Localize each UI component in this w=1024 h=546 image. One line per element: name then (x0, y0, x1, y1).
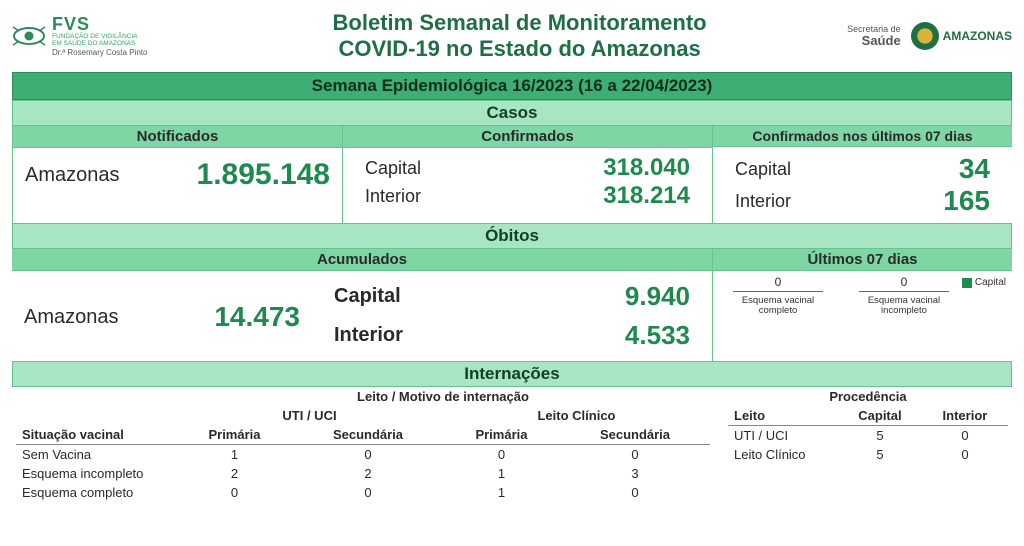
legend-capital: Capital (962, 277, 1006, 288)
c-secundaria-h: Secundária (560, 425, 710, 445)
table-row: Sem Vacina 1 0 0 0 (16, 445, 710, 465)
semana-bar: Semana Epidemiológica 16/2023 (16 a 22/0… (12, 72, 1012, 100)
u7-completo-value: 0 (733, 275, 823, 289)
c-primaria-h: Primária (443, 425, 560, 445)
ob-amazonas-label: Amazonas (24, 306, 119, 329)
fvs-logo: FVS FUNDAÇÃO DE VIGILÂNCIA EM SAÚDE DO A… (12, 15, 192, 57)
procedencia-header: Procedência (728, 387, 1008, 406)
row2-up: 0 (176, 483, 293, 502)
ob-interior-label: Interior (334, 324, 403, 347)
proc1-cap: 5 (838, 445, 922, 464)
fvs-doctor: Dr.ª Rosemary Costa Pinto (52, 49, 147, 57)
u-secundaria-h: Secundária (293, 425, 443, 445)
row0-us: 0 (293, 445, 443, 465)
confirmados-header: Confirmados (343, 126, 712, 148)
leito-clinico-header: Leito Clínico (443, 406, 710, 425)
row1-sit: Esquema incompleto (16, 464, 176, 483)
row1-cs: 3 (560, 464, 710, 483)
row1-cp: 1 (443, 464, 560, 483)
obitos-row: Acumulados Amazonas 14.473 Capital 9.940… (12, 249, 1012, 361)
row0-sit: Sem Vacina (16, 445, 176, 465)
legend-capital-label: Capital (975, 277, 1006, 288)
legend-swatch-icon (962, 278, 972, 288)
ob-amazonas-value: 14.473 (214, 301, 300, 333)
row1-up: 2 (176, 464, 293, 483)
table-row: Esquema completo 0 0 1 0 (16, 483, 710, 502)
table-row: Leito Clínico 5 0 (728, 445, 1008, 464)
notif-amazonas-label: Amazonas (25, 164, 120, 187)
proc0-leito: UTI / UCI (728, 426, 838, 446)
internacoes-bar: Internações (12, 361, 1012, 387)
conf-interior-label: Interior (365, 186, 421, 207)
row2-cp: 1 (443, 483, 560, 502)
conf7-interior-label: Interior (735, 191, 791, 212)
casos-row: Notificados Amazonas 1.895.148 Confirmad… (12, 126, 1012, 223)
title-line1: Boletim Semanal de Monitoramento (204, 10, 835, 36)
proc-capital-h: Capital (838, 406, 922, 426)
ob-interior-value: 4.533 (625, 320, 690, 351)
row2-cs: 0 (560, 483, 710, 502)
bar-esq-completo: 0 Esquema vacinal completo (733, 275, 823, 317)
leito-motivo-header: Leito / Motivo de internação (176, 387, 710, 406)
row2-sit: Esquema completo (16, 483, 176, 502)
u7-incompleto-label: Esquema vacinal incompleto (859, 296, 949, 317)
procedencia-table: Procedência Leito Capital Interior UTI /… (728, 387, 1008, 464)
proc0-cap: 5 (838, 426, 922, 446)
row0-up: 1 (176, 445, 293, 465)
casos-bar: Casos (12, 100, 1012, 126)
internacoes-section: Leito / Motivo de internação UTI / UCI L… (12, 387, 1012, 502)
table-row: Esquema incompleto 2 2 1 3 (16, 464, 710, 483)
leito-col-h: Leito (728, 406, 838, 426)
situacao-header: Situação vacinal (16, 425, 176, 445)
proc-interior-h: Interior (922, 406, 1008, 426)
obitos-bar: Óbitos (12, 223, 1012, 249)
row0-cp: 0 (443, 445, 560, 465)
uti-header: UTI / UCI (176, 406, 443, 425)
internacoes-table: Leito / Motivo de internação UTI / UCI L… (16, 387, 710, 502)
title-line2: COVID-19 no Estado do Amazonas (204, 36, 835, 62)
conf7-capital-value: 34 (959, 153, 990, 185)
table-row: UTI / UCI 5 0 (728, 426, 1008, 446)
row2-us: 0 (293, 483, 443, 502)
header: FVS FUNDAÇÃO DE VIGILÂNCIA EM SAÚDE DO A… (12, 6, 1012, 72)
row1-us: 2 (293, 464, 443, 483)
ob-capital-label: Capital (334, 285, 401, 308)
amazonas-label: AMAZONAS (943, 29, 1012, 43)
conf-interior-value: 318.214 (603, 182, 690, 210)
notificados-header: Notificados (13, 126, 342, 148)
notif-amazonas-value: 1.895.148 (197, 158, 330, 192)
confirmados7-header: Confirmados nos últimos 07 dias (713, 126, 1012, 147)
proc1-leito: Leito Clínico (728, 445, 838, 464)
title-block: Boletim Semanal de Monitoramento COVID-1… (204, 10, 835, 62)
bulletin-page: FVS FUNDAÇÃO DE VIGILÂNCIA EM SAÚDE DO A… (0, 0, 1024, 508)
proc0-int: 0 (922, 426, 1008, 446)
eye-icon (12, 21, 46, 51)
ultimos7-header: Últimos 07 dias (713, 249, 1012, 271)
conf7-capital-label: Capital (735, 159, 791, 180)
conf-capital-label: Capital (365, 158, 421, 179)
proc1-int: 0 (922, 445, 1008, 464)
conf-capital-value: 318.040 (603, 154, 690, 182)
u7-completo-label: Esquema vacinal completo (733, 296, 823, 317)
saude-l2: Saúde (847, 34, 901, 47)
amazonas-logo: AMAZONAS (911, 22, 1012, 50)
u7-incompleto-value: 0 (859, 275, 949, 289)
fvs-abbrev: FVS (52, 14, 90, 34)
bar-esq-incompleto: 0 Esquema vacinal incompleto (859, 275, 949, 317)
conf7-interior-value: 165 (943, 185, 990, 217)
fvs-sub2: EM SAÚDE DO AMAZONAS (52, 41, 147, 48)
right-logos: Secretaria de Saúde AMAZONAS (847, 22, 1012, 50)
seal-icon (911, 22, 939, 50)
acumulados-header: Acumulados (12, 249, 712, 271)
u-primaria-h: Primária (176, 425, 293, 445)
row0-cs: 0 (560, 445, 710, 465)
ob-capital-value: 9.940 (625, 281, 690, 312)
